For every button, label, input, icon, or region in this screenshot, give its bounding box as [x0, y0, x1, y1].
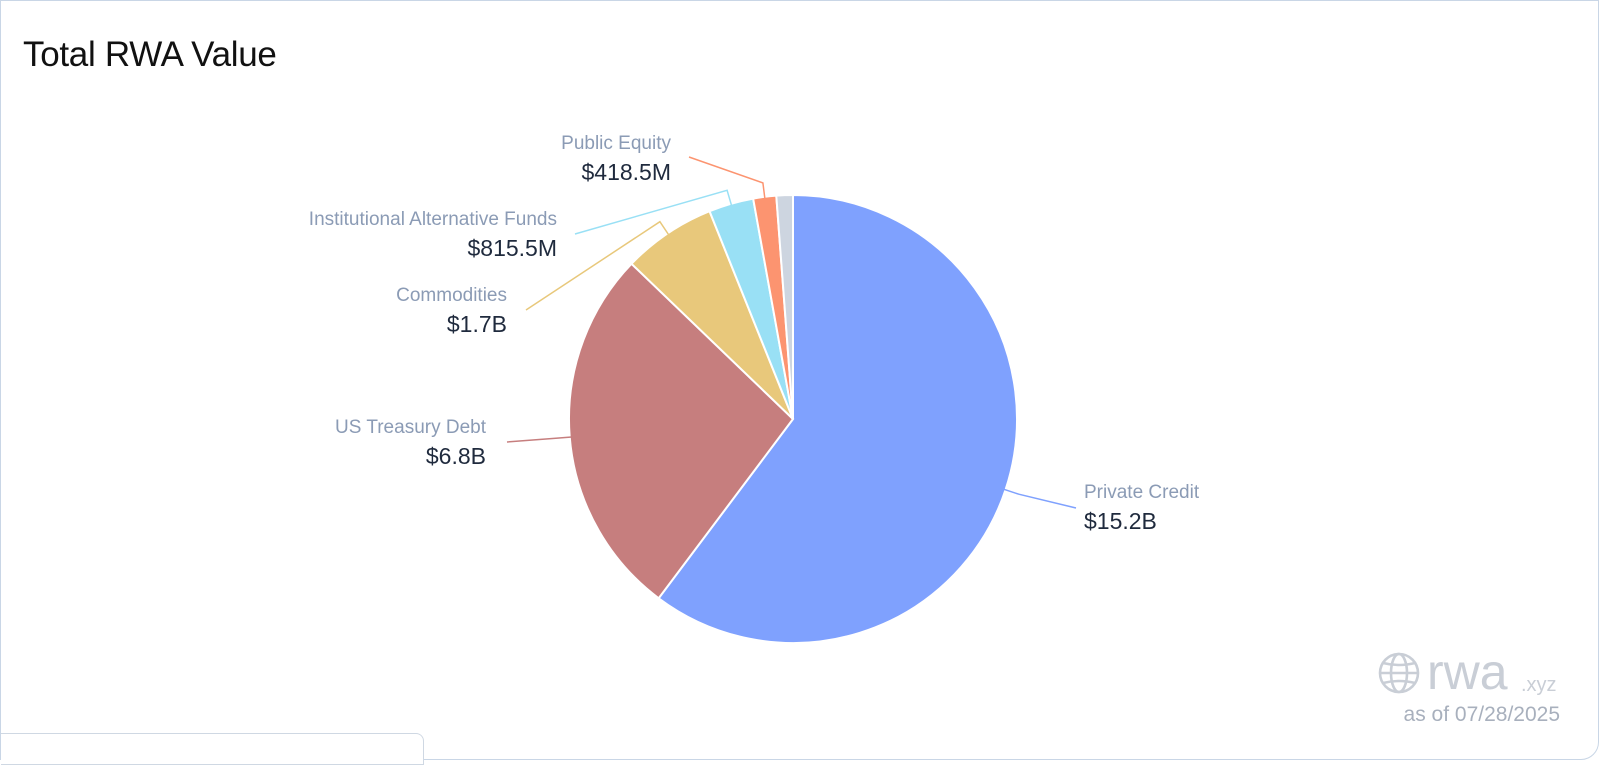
leader-line-commodities	[525, 220, 670, 311]
pie-slices	[567, 193, 1018, 644]
leader-line-institutional-alternative-funds	[574, 189, 733, 235]
leader-line-private-credit	[1003, 488, 1077, 509]
slice-value-institutional-alternative-funds: $815.5M	[467, 235, 557, 261]
as-of-date: as of 07/28/2025	[1403, 703, 1560, 726]
watermark-brand: rwa	[1427, 647, 1508, 699]
slice-value-commodities: $1.7B	[447, 311, 507, 337]
slice-value-private-credit: $15.2B	[1084, 508, 1157, 534]
pie-slice-other[interactable]	[775, 193, 794, 420]
slice-label-public-equity: Public Equity	[561, 133, 671, 154]
leader-line-public-equity	[688, 156, 766, 199]
slice-label-institutional-alternative-funds: Institutional Alternative Funds	[309, 209, 557, 230]
rwa-xyz-watermark: rwa .xyz	[1378, 647, 1557, 699]
footer-tab	[1, 733, 424, 765]
slice-value-public-equity: $418.5M	[581, 159, 671, 185]
slice-label-private-credit: Private Credit	[1084, 482, 1200, 503]
leader-line-us-treasury-debt	[506, 436, 572, 443]
slice-label-commodities: Commodities	[396, 285, 507, 306]
slice-label-us-treasury-debt: US Treasury Debt	[335, 417, 487, 438]
globe-icon	[1378, 652, 1420, 694]
slice-value-us-treasury-debt: $6.8B	[426, 443, 486, 469]
watermark-suffix: .xyz	[1521, 674, 1557, 696]
chart-title: Total RWA Value	[23, 35, 277, 74]
pie-chart: Private Credit $15.2B US Treasury Debt $6.8…	[309, 133, 1200, 644]
pie-labels: Private Credit $15.2B US Treasury Debt $6.8…	[309, 133, 1200, 534]
